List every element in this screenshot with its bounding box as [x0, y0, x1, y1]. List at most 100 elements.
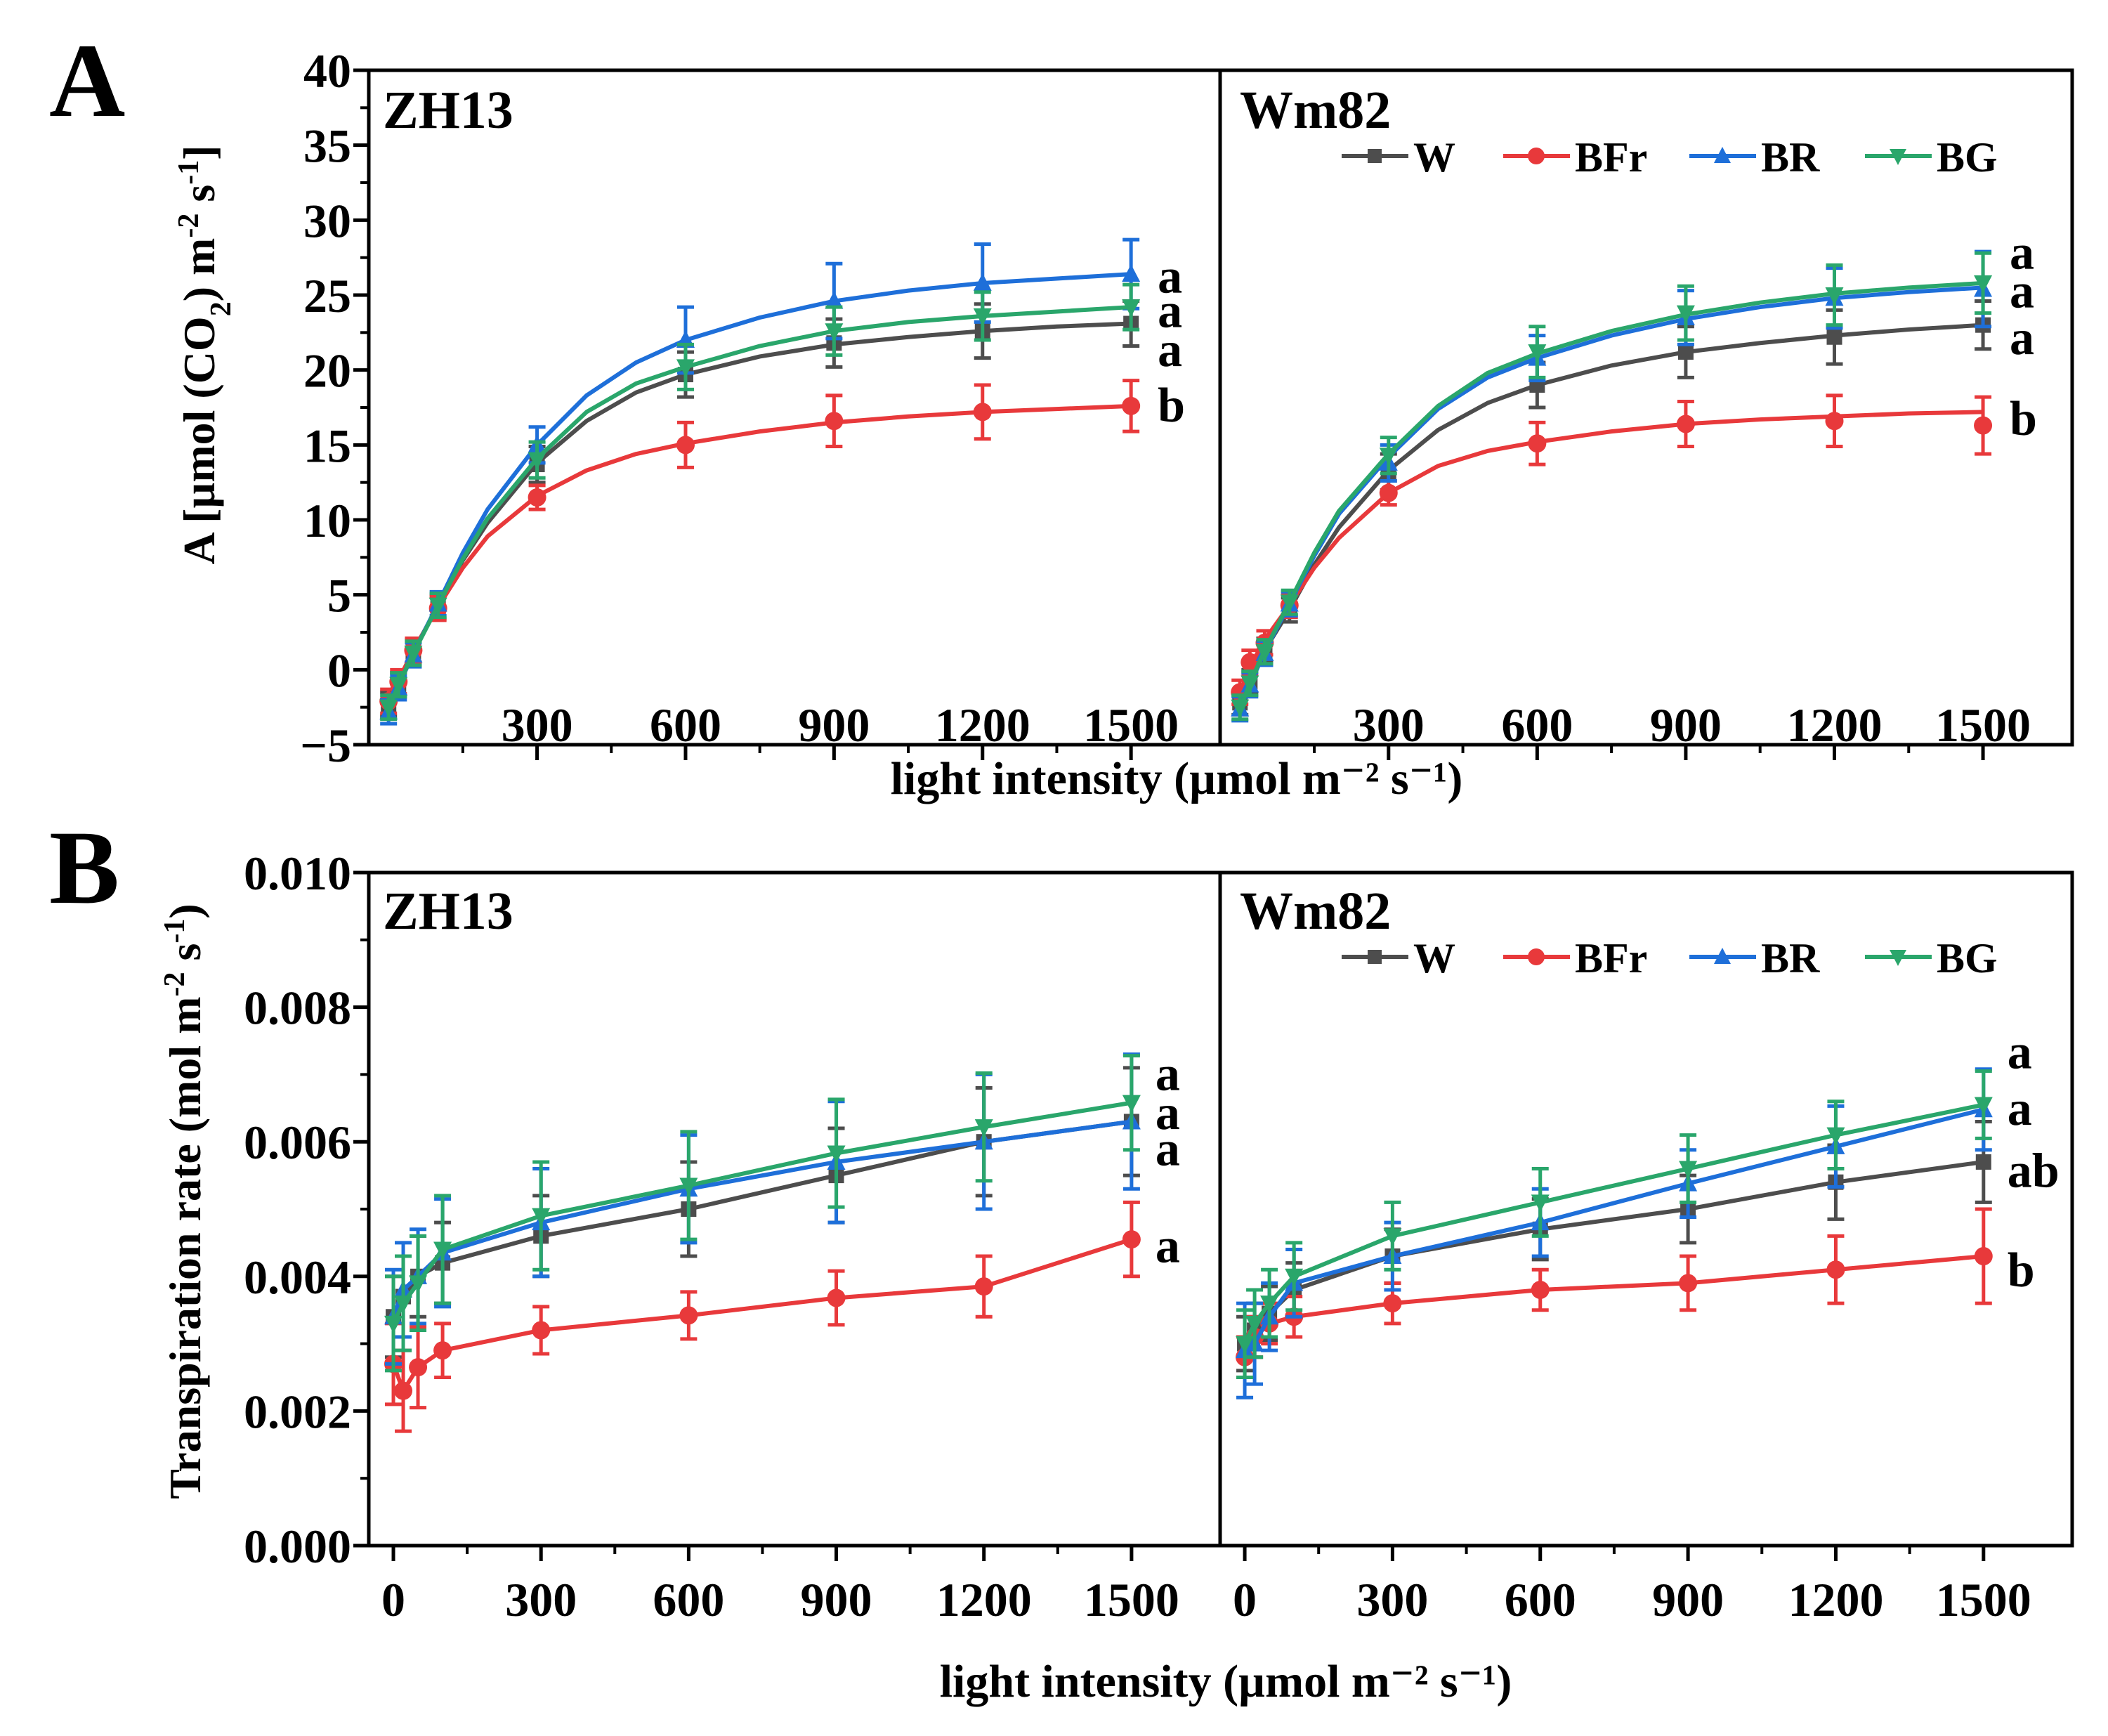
panel-b-x-tick-label: 1500: [1084, 1573, 1179, 1626]
panel-a-legend-label-bfr: BFr: [1575, 134, 1647, 181]
panel-b-y-tick-label: 0.010: [244, 847, 351, 900]
panel-a-zh13-title: ZH13: [383, 81, 513, 140]
panel-a-y-tick-label: 30: [303, 194, 351, 247]
panel-b-zh13-point-bfr: [827, 1288, 846, 1307]
panel-a-wm82-point-bfr: [1974, 416, 1993, 435]
panel-a-wm82-point-bg: [1280, 594, 1299, 613]
panel-b-wm82-point-bfr: [1383, 1294, 1402, 1313]
panel-a-legend-label-w: W: [1413, 134, 1455, 181]
panel-b-legend-label-br: BR: [1761, 935, 1820, 981]
panel-a-wm82-point-bfr: [1528, 434, 1547, 453]
panel-a-y-tick-label: 15: [303, 419, 351, 472]
panel-b-label: B: [49, 809, 119, 926]
panel-a-zh13-series-bg: [379, 282, 1141, 722]
panel-a-wm82-point-bfr: [1379, 483, 1398, 502]
panel-b-wm82-point-w: [1975, 1154, 1991, 1170]
panel-b-x-tick-label: 900: [1652, 1573, 1724, 1626]
panel-a-zh13-significance-letter: a: [1158, 323, 1182, 377]
panel-b-x-tick-label: 600: [1505, 1573, 1576, 1626]
panel-a-wm82-significance-letter: b: [2010, 392, 2037, 446]
panel-a-legend-item-w: W: [1342, 134, 1455, 181]
panel-a-zh13-point-bfr: [825, 412, 844, 431]
panel-b-zh13-point-bg: [409, 1275, 428, 1293]
panel-b-y-tick-label: 0.000: [244, 1520, 351, 1573]
panel-a-wm82-point-bg: [1528, 344, 1547, 363]
panel-a-zh13-point-br: [825, 291, 844, 309]
panel-b-legend-marker-bg: [1890, 950, 1906, 966]
panel-a-y-tick-label: 35: [303, 119, 351, 173]
panel-b-wm82-significance-letter: a: [2008, 1026, 2032, 1080]
panel-a-wm82-point-bg: [1379, 448, 1398, 466]
panel-b-wm82-plot: Wm82 aa ab b: [1236, 882, 2060, 1399]
panel-a-zh13-significance-letter: a: [1158, 249, 1182, 304]
panel-b-y-axis-label: Transpiration rate (mol m-2 s-1): [159, 903, 210, 1499]
panel-b-legend-item-w: W: [1342, 935, 1455, 981]
panel-b-legend: W BFr BR BG: [1342, 935, 1998, 981]
panel-a-legend-label-br: BR: [1761, 134, 1820, 181]
panel-a-axes: −5 0 5 10 15 20 25 30 35 40 300 600 900 1200 1500 300 60…: [300, 44, 2031, 772]
panel-b-x-tick-label: 600: [653, 1573, 724, 1626]
panel-b-zh13-significance-letter: a: [1156, 1047, 1180, 1101]
panel-a-zh13-point-bg: [676, 359, 695, 377]
panel-a-zh13-point-br: [973, 273, 992, 291]
panel-a-y-tick-label: 0: [327, 644, 351, 697]
panel-b-legend-label-bfr: BFr: [1575, 935, 1647, 981]
panel-a-x-tick-label: 900: [1650, 698, 1722, 752]
panel-b-wm82-point-bg: [1260, 1296, 1279, 1314]
panel-b-wm82-point-bfr: [1974, 1247, 1993, 1266]
panel-a-zh13-point-bfr: [676, 436, 695, 455]
panel-a-x-tick-label: 300: [502, 698, 573, 752]
panel-b-x-tick-label: 1200: [936, 1573, 1032, 1626]
panel-b-wm82-title: Wm82: [1240, 882, 1391, 941]
panel-b-wm82-point-bg: [1285, 1268, 1304, 1286]
panel-b: B Transpiration rate (mol m-2 s-1) light…: [49, 809, 2074, 1707]
panel-a-x-tick-label: 600: [1501, 698, 1573, 752]
panel-b-zh13-point-bfr: [1122, 1230, 1141, 1249]
panel-b-legend-label-w: W: [1413, 935, 1455, 981]
panel-a-zh13-point-bg: [389, 677, 408, 695]
panel-a-x-tick-label: 1200: [1786, 698, 1882, 752]
panel-b-x-tick-label: 1500: [1936, 1573, 2031, 1626]
panel-a-zh13-point-bg: [1122, 299, 1141, 318]
panel-a-zh13-significance-letter: b: [1158, 379, 1185, 433]
panel-b-y-tick-label: 0.008: [244, 981, 351, 1035]
panel-a-wm82-point-bg: [1255, 644, 1274, 662]
panel-a-legend-marker-w: [1368, 149, 1382, 163]
panel-a-wm82-point-bg: [1676, 305, 1695, 323]
panel-a-wm82-point-w: [1677, 344, 1694, 360]
panel-b-zh13-significance-letter: a: [1156, 1220, 1180, 1274]
panel-a-y-tick-label: 5: [327, 569, 351, 622]
panel-b-zh13-point-bg: [974, 1119, 993, 1137]
panel-a-wm82-point-bg: [1825, 287, 1844, 305]
panel-b-wm82-point-bg: [1236, 1336, 1255, 1354]
panel-b-wm82-point-bfr: [1826, 1260, 1845, 1279]
panel-a-zh13-point-bg: [428, 597, 447, 615]
panel-b-wm82-series-bg: [1236, 1069, 1993, 1379]
panel-a-wm82-point-bg: [1231, 699, 1250, 717]
panel-b-wm82-point-bg: [1974, 1097, 1993, 1115]
panel-b-zh13-point-bg: [394, 1296, 413, 1314]
panel-b-zh13-point-bg: [679, 1177, 698, 1196]
panel-b-legend-item-bfr: BFr: [1503, 935, 1647, 981]
panel-a-x-tick-label: 300: [1353, 698, 1425, 752]
panel-b-axes: 0.000 0.002 0.004 0.006 0.008 0.010 0 300 600 900…: [244, 847, 2031, 1626]
panel-b-x-tick-label: 300: [1356, 1573, 1428, 1626]
panel-b-zh13-point-bg: [532, 1208, 551, 1226]
panel-a-zh13-point-bfr: [528, 488, 546, 507]
panel-b-zh13-point-bg: [827, 1145, 846, 1163]
panel-a-wm82-title: Wm82: [1240, 81, 1391, 140]
panel-a-zh13-point-br: [1122, 264, 1141, 282]
panel-a-y-axis-label: A [µmol (CO2) m-2 s-1]: [173, 145, 237, 564]
panel-b-zh13-series-bg: [384, 1054, 1141, 1373]
panel-b-wm82-point-bg: [1383, 1228, 1402, 1246]
panel-b-legend-marker-w: [1368, 950, 1382, 964]
panel-a-wm82-point-bg: [1240, 675, 1259, 693]
panel-b-zh13-point-bfr: [974, 1277, 993, 1296]
panel-a-wm82-series-bg: [1231, 251, 1993, 722]
panel-b-zh13-significance-letter: a: [1156, 1086, 1180, 1140]
panel-b-x-tick-label: 0: [381, 1573, 405, 1626]
panel-b-y-tick-label: 0.004: [244, 1251, 351, 1304]
